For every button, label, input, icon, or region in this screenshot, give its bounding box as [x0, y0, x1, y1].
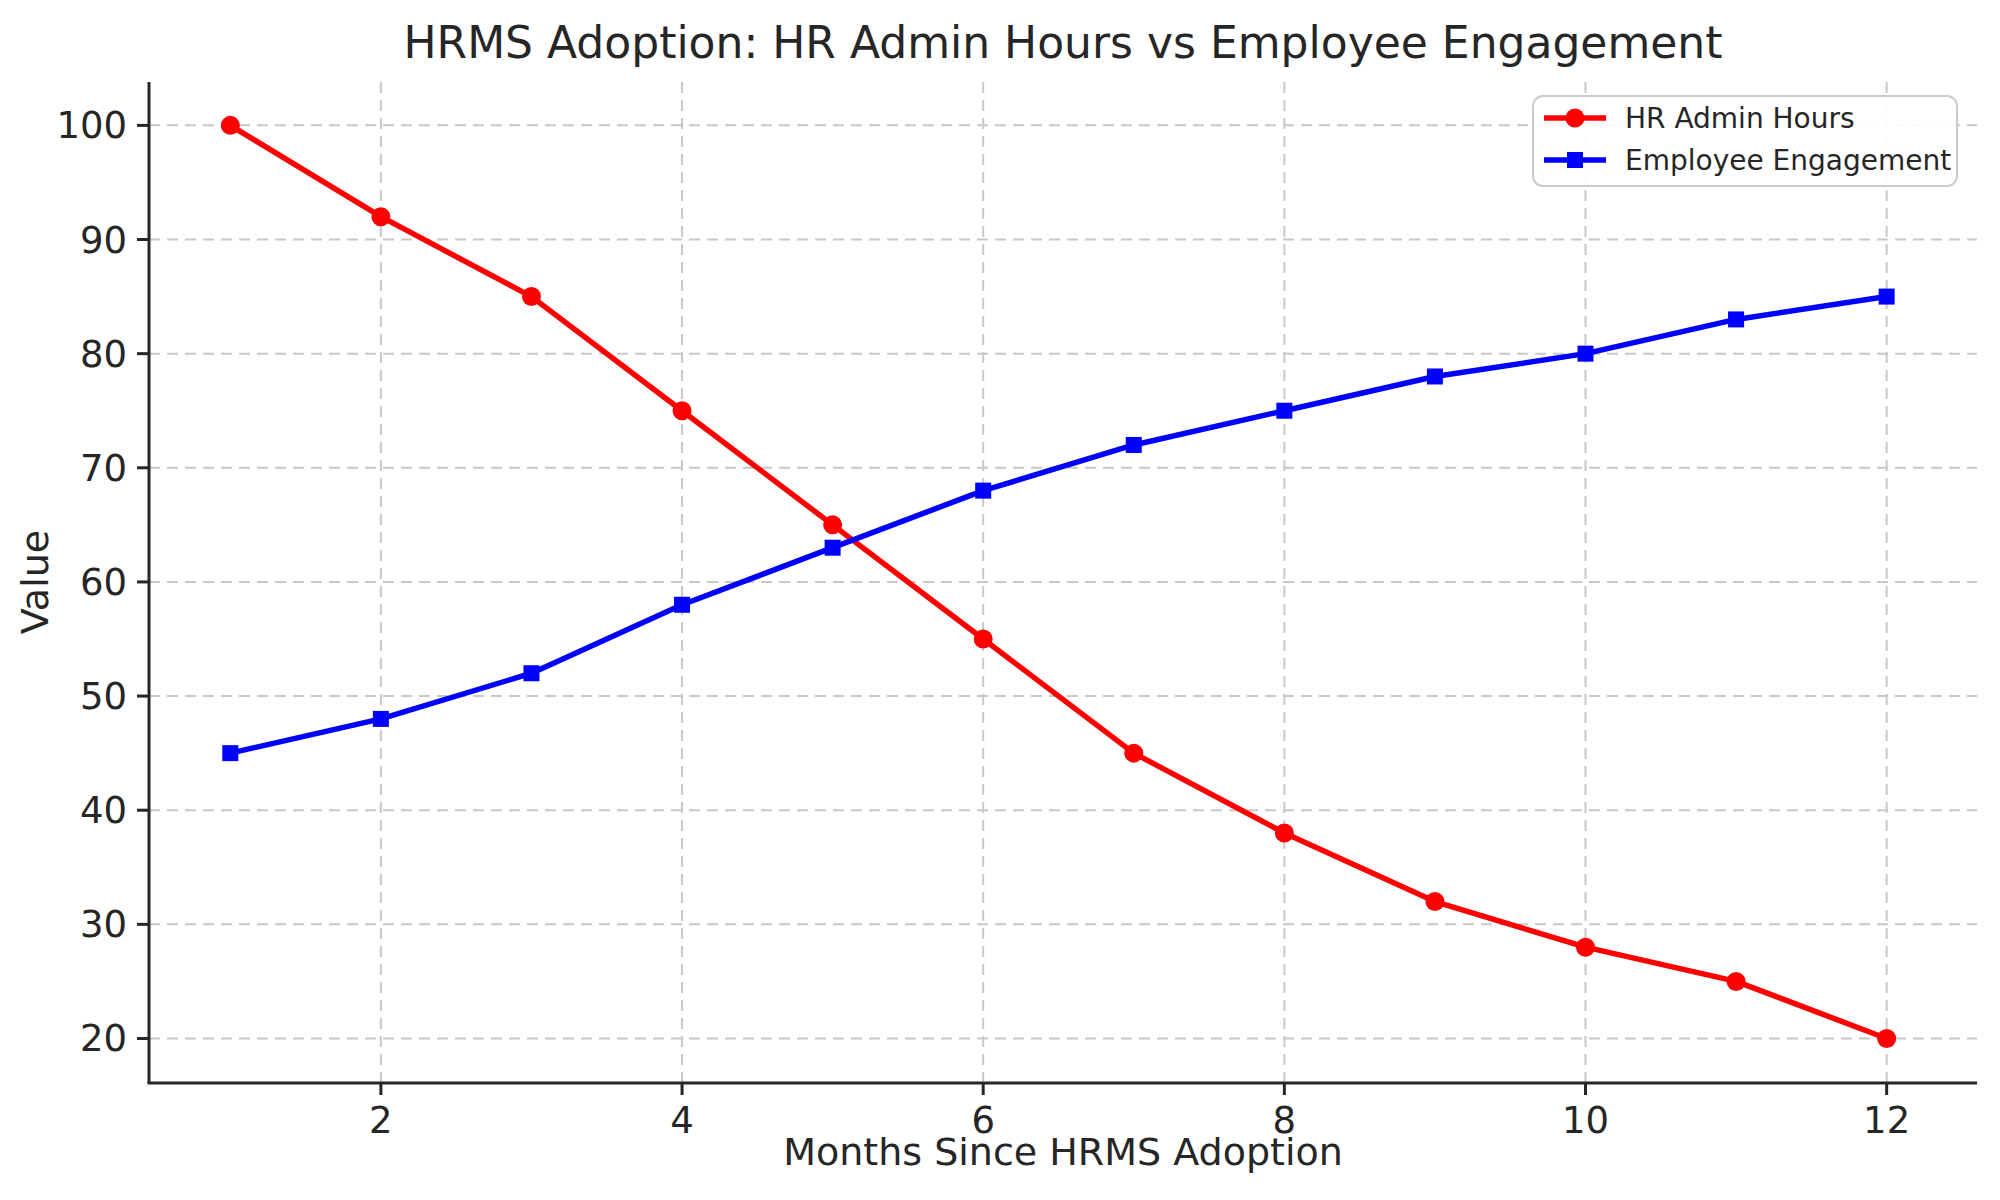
figure: 246810122030405060708090100 HRMS Adoptio…	[0, 0, 2000, 1200]
data-point-circle	[1124, 744, 1143, 763]
y-tick-label: 70	[80, 447, 127, 490]
data-point-square	[1276, 403, 1292, 419]
data-point-square	[1427, 368, 1443, 384]
y-tick-label: 20	[80, 1017, 127, 1060]
data-point-square	[975, 483, 991, 499]
x-axis-label: Months Since HRMS Adoption	[783, 1130, 1343, 1174]
data-point-circle	[1877, 1029, 1896, 1048]
legend-square-marker-icon	[1567, 152, 1583, 168]
y-tick-label: 50	[80, 675, 127, 718]
data-point-square	[1578, 346, 1594, 362]
data-point-circle	[673, 401, 692, 420]
data-point-circle	[1576, 938, 1595, 957]
data-point-circle	[1275, 824, 1294, 843]
y-tick-label: 60	[80, 561, 127, 604]
data-point-circle	[974, 629, 993, 648]
data-point-circle	[1727, 972, 1746, 991]
data-point-square	[1879, 289, 1895, 305]
y-tick-label: 40	[80, 789, 127, 832]
x-tick-label: 10	[1562, 1099, 1609, 1142]
data-point-circle	[371, 207, 390, 226]
y-tick-label: 30	[80, 903, 127, 946]
y-axis-label: Value	[13, 530, 57, 634]
y-tick-label: 100	[56, 104, 127, 147]
x-tick-label: 12	[1863, 1099, 1910, 1142]
data-point-square	[1728, 311, 1744, 327]
data-point-square	[1126, 437, 1142, 453]
legend: HR Admin Hours Employee Engagement	[1533, 96, 1957, 186]
data-point-circle	[823, 515, 842, 534]
line-chart: 246810122030405060708090100 HRMS Adoptio…	[0, 0, 2000, 1200]
data-point-square	[222, 745, 238, 761]
x-tick-label: 2	[369, 1099, 393, 1142]
data-point-circle	[221, 116, 240, 135]
y-tick-label: 80	[80, 333, 127, 376]
data-point-square	[373, 711, 389, 727]
y-tick-label: 90	[80, 219, 127, 262]
data-point-square	[674, 597, 690, 613]
legend-label: Employee Engagement	[1625, 144, 1951, 177]
x-tick-label: 4	[670, 1099, 694, 1142]
legend-label: HR Admin Hours	[1625, 102, 1855, 135]
data-point-circle	[1425, 892, 1444, 911]
axis-layer: 246810122030405060708090100	[56, 82, 1977, 1142]
legend-circle-marker-icon	[1566, 109, 1585, 128]
data-point-circle	[522, 287, 541, 306]
grid-layer	[149, 82, 1977, 1083]
data-point-square	[523, 665, 539, 681]
data-point-square	[825, 540, 841, 556]
series-line	[230, 297, 1886, 754]
chart-title: HRMS Adoption: HR Admin Hours vs Employe…	[404, 17, 1723, 68]
